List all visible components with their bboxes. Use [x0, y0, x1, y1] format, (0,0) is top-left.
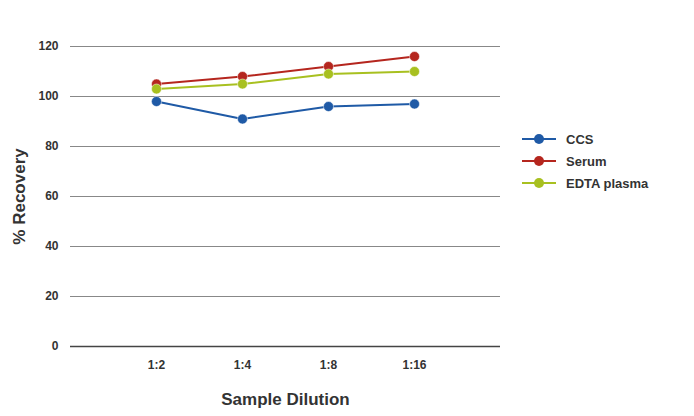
html-text:CCS: CCS	[566, 131, 594, 147]
svg-text:80: 80	[45, 139, 59, 153]
svg-text:60: 60	[45, 189, 59, 203]
svg-text:40: 40	[45, 239, 59, 253]
svg-text:% Recovery: % Recovery	[10, 148, 29, 245]
html-text:EDTA plasma: EDTA plasma	[566, 175, 649, 191]
svg-text:Sample Dilution: Sample Dilution	[221, 390, 349, 409]
html-text:Serum: Serum	[566, 153, 607, 169]
svg-text:1:4: 1:4	[234, 358, 252, 372]
svg-text:120: 120	[38, 39, 58, 53]
svg-text:100: 100	[38, 89, 58, 103]
svg-text:20: 20	[45, 289, 59, 303]
svg-text:1:16: 1:16	[402, 358, 426, 372]
svg-text:1:2: 1:2	[148, 358, 166, 372]
svg-text:1:8: 1:8	[320, 358, 338, 372]
svg-text:0: 0	[52, 339, 59, 353]
